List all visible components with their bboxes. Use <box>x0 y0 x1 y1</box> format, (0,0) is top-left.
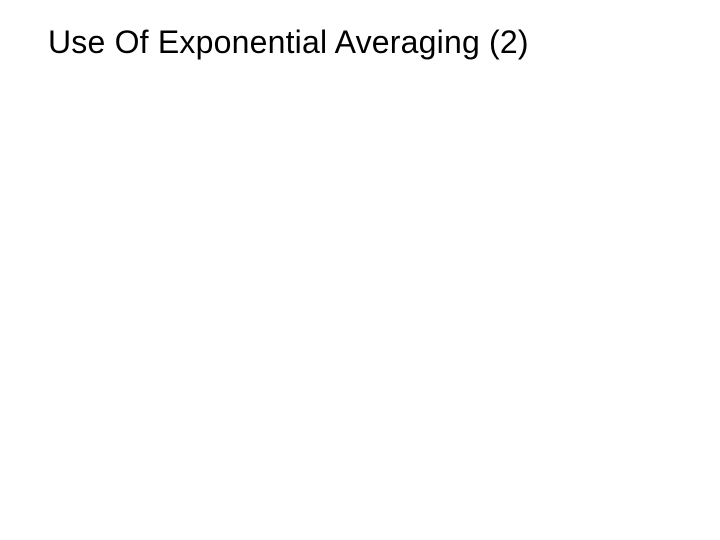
slide-title: Use Of Exponential Averaging (2) <box>48 24 529 61</box>
